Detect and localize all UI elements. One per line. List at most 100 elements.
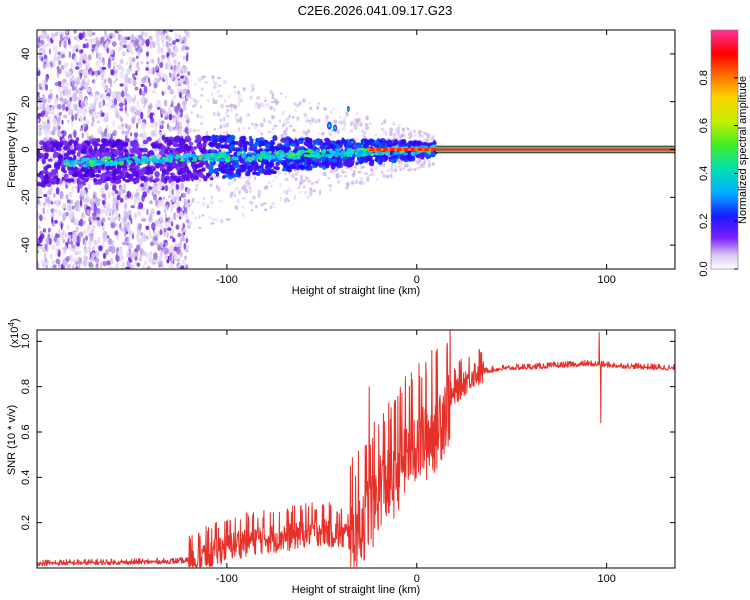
spectrogram-band-blob <box>94 150 101 158</box>
spectrogram-spread-blob <box>323 107 328 111</box>
spectrogram-noise-blob <box>136 210 142 217</box>
spectrogram-spread-blob <box>298 103 301 107</box>
spectrogram-band-blob <box>37 181 42 187</box>
spectrogram-noise-blob <box>184 46 190 51</box>
spectrogram-noise-blob <box>95 37 100 41</box>
spectrogram-spread-blob <box>317 118 321 123</box>
spectrogram-spread-blob <box>384 132 387 137</box>
spectrogram-noise-blob <box>163 99 168 107</box>
spectrogram-noise-blob <box>144 75 149 80</box>
spectrogram-noise-blob <box>89 201 95 205</box>
spectrogram-band-blob <box>293 161 299 167</box>
spectrogram-spread-blob <box>339 120 344 125</box>
spectrogram-spread-blob <box>339 115 342 119</box>
spectrogram-noise-blob <box>65 106 69 112</box>
spectrogram-noise-blob <box>173 65 177 69</box>
spectrogram-noise-blob <box>37 197 40 205</box>
spectrogram-core-blob <box>370 152 375 157</box>
spectrogram-core-blob <box>249 157 255 161</box>
spectrogram-noise-blob <box>47 115 51 121</box>
spectrogram-band-blob <box>41 170 46 175</box>
spectrogram-band-blob <box>82 142 87 146</box>
spectrogram-noise-blob <box>169 187 172 196</box>
spectrogram-spread-blob <box>250 83 255 88</box>
spectrogram-noise-blob <box>126 260 130 267</box>
spectrogram-noise-blob <box>164 116 169 120</box>
spectrogram-noise-blob <box>103 234 108 243</box>
spectrogram-spread-blob <box>223 124 228 128</box>
spectrogram-spread-blob <box>213 127 217 131</box>
spectrogram-band-blob <box>39 173 45 180</box>
spectrogram-spread-blob <box>241 212 245 218</box>
spectrogram-spread-blob <box>386 174 391 177</box>
spectrogram-noise-blob <box>106 47 109 54</box>
spectrogram-noise-blob <box>41 260 46 264</box>
spectrogram-noise-blob <box>131 57 136 63</box>
spectrogram-spread-blob <box>197 114 200 119</box>
spectrogram-noise-blob <box>164 247 170 255</box>
spectrogram-noise-blob <box>90 39 93 48</box>
spectrogram-spread-blob <box>238 176 243 180</box>
spectrogram-core-blob <box>366 150 371 155</box>
spectrogram-noise-blob <box>138 230 142 236</box>
spectrogram-spread-blob <box>231 180 234 184</box>
spectrogram-spread-blob <box>210 195 213 199</box>
spectrogram-spread-blob <box>340 174 343 178</box>
spectrogram-noise-blob <box>175 31 177 40</box>
spectrogram-spread-blob <box>368 174 373 176</box>
spectrogram-noise-blob <box>148 82 152 87</box>
spectrogram-core-blob <box>109 159 113 163</box>
spectrogram-spread-blob <box>274 206 277 209</box>
spectrogram-noise-blob <box>128 67 133 72</box>
spectrogram-spread-blob <box>333 119 338 124</box>
spectrogram-core-blob <box>78 161 83 164</box>
spectrogram-noise-blob <box>67 100 72 106</box>
spectrogram-noise-blob <box>43 61 47 65</box>
spectrogram-noise-blob <box>184 255 187 261</box>
spectrogram-spread-blob <box>209 200 214 204</box>
spectrogram-band-blob <box>148 177 153 183</box>
spectrogram-core-blob <box>321 153 325 157</box>
spectrogram-spread-blob <box>223 123 227 126</box>
spectrogram-band-blob <box>47 158 53 162</box>
spectrogram-noise-blob <box>155 64 159 71</box>
spectrogram-core-blob <box>201 154 205 158</box>
spectrogram-noise-blob <box>163 89 167 96</box>
spectrogram-spread-blob <box>382 173 387 179</box>
spectrogram-band-blob <box>270 139 275 144</box>
spectrogram-noise-blob <box>171 195 176 203</box>
spectrogram-core-blob <box>179 159 185 162</box>
spectrogram-spread-blob <box>257 189 261 194</box>
spectrogram-spread-blob <box>309 191 313 197</box>
spectrogram-band-blob <box>259 140 265 147</box>
spectrogram-noise-blob <box>150 125 155 129</box>
spectrogram-band-blob <box>387 140 393 146</box>
spectrogram-core-blob <box>223 151 227 156</box>
spectrogram-noise-blob <box>152 68 155 75</box>
spectrogram-band-blob <box>43 166 49 171</box>
spectrogram-noise-blob <box>176 200 181 208</box>
spectrogram-spread-blob <box>260 132 264 136</box>
spectrogram-spread-blob <box>303 185 306 189</box>
spectrogram-noise-blob <box>101 66 107 70</box>
spectrogram-spread-blob <box>293 195 296 200</box>
spectrogram-spread-blob <box>309 187 313 192</box>
spectrogram-noise-blob <box>180 265 185 269</box>
spectrogram-band-blob <box>268 161 274 168</box>
spectrogram-noise-blob <box>142 250 147 256</box>
spectrogram-core-blob <box>227 156 231 159</box>
spectrogram-noise-blob <box>163 230 168 237</box>
spectrogram-core-blob <box>107 163 111 166</box>
spectrogram-band-blob <box>40 153 45 159</box>
spectrogram-noise-blob <box>155 198 159 207</box>
spectrogram-noise-blob <box>59 191 64 200</box>
spectrogram-spread-blob <box>367 175 370 180</box>
spectrogram-noise-blob <box>123 183 127 190</box>
spectrogram-spread-blob <box>354 179 359 184</box>
spectrogram-noise-blob <box>133 132 139 138</box>
spectrogram-spread-blob <box>216 110 220 115</box>
spectrogram-band-blob <box>306 143 312 148</box>
spectrogram-spread-blob <box>332 107 335 111</box>
spectrogram-noise-blob <box>140 97 145 103</box>
spectrogram-spread-blob <box>428 162 431 167</box>
